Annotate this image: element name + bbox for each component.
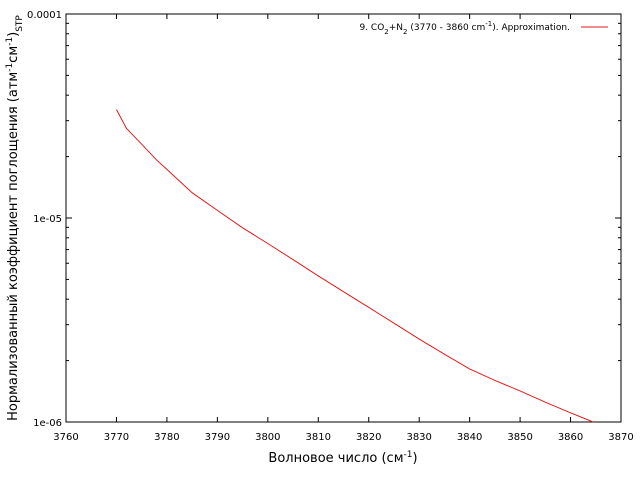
x-axis-title: Волновое число (см-1) [268, 450, 417, 466]
y-axis-title: Нормализованный коэффициент поглощения (… [5, 15, 25, 421]
x-tick-label: 3810 [306, 432, 331, 443]
y-tick-label: 1e-06 [33, 418, 62, 429]
x-tick-label: 3780 [154, 432, 179, 443]
x-tick-label: 3870 [608, 432, 633, 443]
x-tick-label: 3840 [457, 432, 482, 443]
x-tick-label: 3790 [205, 432, 230, 443]
legend-label: 9. CO2+N2 (3770 - 3860 cm-1). Approximat… [359, 20, 570, 36]
y-tick-label: 1e-05 [33, 214, 62, 225]
x-tick-label: 3800 [255, 432, 280, 443]
x-tick-label: 3770 [104, 432, 129, 443]
x-tick-label: 3860 [558, 432, 583, 443]
x-tick-label: 3830 [406, 432, 431, 443]
x-tick-label: 3850 [507, 432, 532, 443]
plot-frame [65, 13, 622, 423]
x-tick-label: 3820 [356, 432, 381, 443]
y-axis-ticks: 1e-06 1e-05 0.0001 [27, 10, 621, 429]
series-line [116, 109, 594, 423]
x-axis-ticks: 3760 3770 3780 3790 3800 3810 3820 3830 3840 3850… [53, 14, 634, 443]
y-tick-label: 0.0001 [27, 10, 62, 21]
x-tick-label: 3760 [53, 432, 78, 443]
legend: 9. CO2+N2 (3770 - 3860 cm-1). Approximat… [359, 20, 608, 36]
